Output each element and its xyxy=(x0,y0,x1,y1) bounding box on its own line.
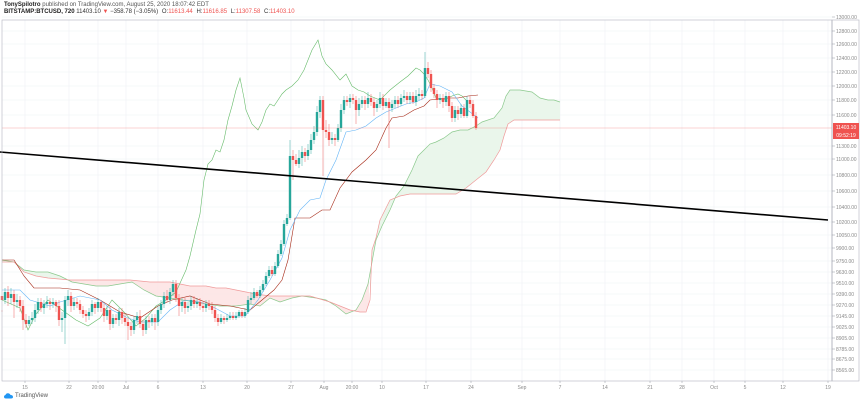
time-tick-label: 13 xyxy=(200,385,206,391)
chart-grid xyxy=(2,16,832,381)
price-tick-label: 11000.00 xyxy=(836,157,857,163)
symbol-legend: BITSTAMP:BTCUSD, 720 11403.10 ▼ −358.78 … xyxy=(4,9,295,15)
bar-countdown: 09:52:19 xyxy=(836,133,856,139)
time-tick-label: Aug xyxy=(320,385,329,391)
price-tick-label: 9900.00 xyxy=(836,246,854,252)
tenkan-sen xyxy=(2,83,479,323)
price-tick-label: 9270.00 xyxy=(836,303,854,309)
price-change: −358.78 (−3.05%) xyxy=(110,9,159,15)
tradingview-logo[interactable]: TradingView xyxy=(4,393,48,399)
price-tick-label: 13000.00 xyxy=(836,15,857,21)
time-tick-label: 5 xyxy=(744,385,747,391)
time-tick-label: 12 xyxy=(780,385,786,391)
brand-name: TradingView xyxy=(15,393,49,399)
symbol-name[interactable]: BITSTAMP:BTCUSD, 720 xyxy=(4,9,75,15)
senkou-span-a xyxy=(1,89,561,315)
price-tick-label: 8785.00 xyxy=(836,347,854,353)
last-price-tag-value: 11403.10 xyxy=(836,125,857,131)
price-tick-label: 12200.00 xyxy=(836,70,857,76)
price-tick-label: 8905.00 xyxy=(836,336,854,342)
price-tick-label: 10600.00 xyxy=(836,189,857,195)
price-tick-label: 11300.00 xyxy=(836,144,857,150)
senkou-span-b xyxy=(2,119,560,313)
kijun-sen xyxy=(2,94,479,319)
ichimoku-cloud xyxy=(1,89,561,315)
time-tick-label: 6 xyxy=(157,385,160,391)
price-tick-label: 9025.00 xyxy=(836,325,854,331)
ichimoku-lines xyxy=(1,39,479,331)
time-tick-label: Jul xyxy=(123,385,129,391)
publish-info: TonySpilotro published on TradingView.co… xyxy=(4,2,209,8)
price-tick-label: 9145.00 xyxy=(836,314,854,320)
candlestick-series xyxy=(0,52,478,344)
open-label: O: xyxy=(161,9,169,15)
last-price-tag-bg xyxy=(833,123,859,131)
publish-text: published on TradingView.com, August 25,… xyxy=(42,2,209,8)
price-tick-label: 10400.00 xyxy=(836,205,857,211)
high-label: H: xyxy=(196,9,203,15)
high-value: 11616.85 xyxy=(202,9,228,15)
price-tick-label: 12000.00 xyxy=(836,84,857,90)
trend-line[interactable] xyxy=(0,151,829,221)
price-axis-labels: 13000.00 12800.00 12600.00 12400.00 12200.00… xyxy=(832,15,857,374)
lagging-span xyxy=(1,39,467,331)
last-price: 11403.10 xyxy=(76,9,101,15)
time-tick-label: Oct xyxy=(710,385,718,391)
time-tick-label: 20:00 xyxy=(92,385,105,391)
open-value: 11613.44 xyxy=(168,9,193,15)
author-name[interactable]: TonySpilotro xyxy=(4,2,41,8)
time-tick-label: 15 xyxy=(22,385,28,391)
low-label: L: xyxy=(230,9,236,15)
time-tick-label: 19 xyxy=(825,385,831,391)
cloud-logo-icon xyxy=(4,393,13,399)
price-tick-label: 8565.00 xyxy=(836,368,854,374)
time-tick-label: 22 xyxy=(66,385,72,391)
price-tick-label: 12800.00 xyxy=(836,29,857,35)
price-tick-label: 8675.00 xyxy=(836,357,854,363)
time-axis-labels[interactable]: 15 22 20:00 Jul 6 13 20 27 Aug 20:00 10 17 24 Sep 7 14 2… xyxy=(22,381,831,391)
close-label: C: xyxy=(264,9,270,15)
time-tick-label: 14 xyxy=(602,385,608,391)
price-tick-label: 9390.00 xyxy=(836,292,854,298)
price-tick-label: 10200.00 xyxy=(836,220,857,226)
time-tick-label: 20:00 xyxy=(346,385,359,391)
last-price-tag: 11403.10 09:52:19 xyxy=(833,123,859,139)
price-tick-label: 12400.00 xyxy=(836,56,857,62)
time-tick-label: Sep xyxy=(518,385,527,391)
price-tick-label: 11800.00 xyxy=(836,98,857,104)
time-tick-label: 20 xyxy=(244,385,250,391)
price-tick-label: 11600.00 xyxy=(836,113,857,119)
price-tick-label: 9750.00 xyxy=(836,259,854,265)
time-tick-label: 27 xyxy=(288,385,294,391)
price-tick-label: 10800.00 xyxy=(836,173,857,179)
price-tick-label: 9510.00 xyxy=(836,281,854,287)
time-tick-label: 7 xyxy=(559,385,562,391)
time-tick-label: 10 xyxy=(379,385,385,391)
countdown-tag-bg xyxy=(833,131,859,139)
close-value: 11403.10 xyxy=(270,9,295,15)
price-tick-label: 12600.00 xyxy=(836,42,857,48)
price-tick-label: 9630.00 xyxy=(836,270,854,276)
time-tick-label: 21 xyxy=(647,385,653,391)
down-arrow-icon: ▼ xyxy=(102,9,109,15)
time-tick-label: 28 xyxy=(679,385,685,391)
price-tick-label: 10050.00 xyxy=(836,233,857,239)
low-value: 11307.58 xyxy=(235,9,261,15)
price-axis[interactable] xyxy=(831,19,860,382)
time-tick-label: 17 xyxy=(423,385,429,391)
time-tick-label: 24 xyxy=(468,385,474,391)
